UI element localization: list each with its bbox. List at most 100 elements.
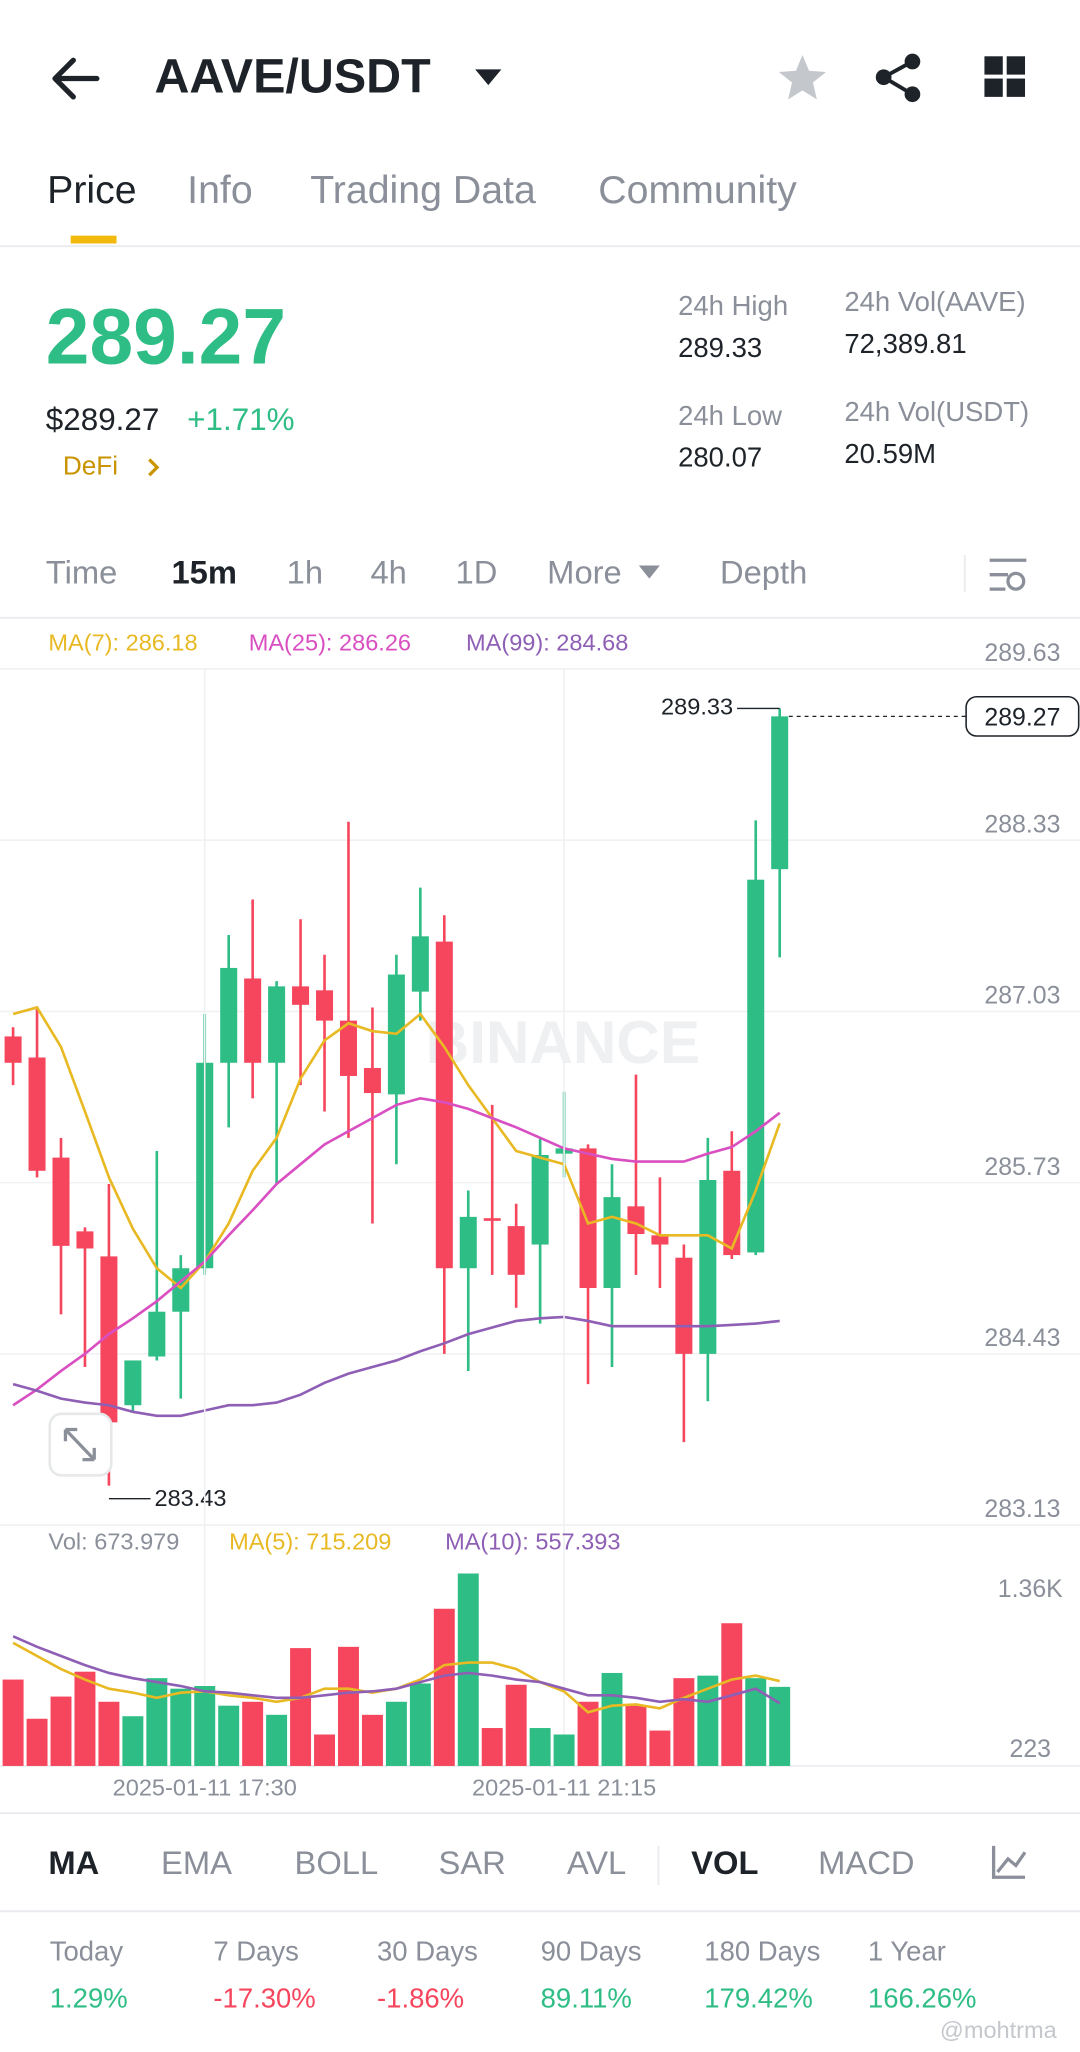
interval[interactable]: Time [46, 553, 118, 590]
tab[interactable]: Info [187, 168, 253, 212]
legend-item: MA(99): 284.68 [466, 629, 628, 655]
volume-bar [553, 1734, 575, 1766]
indicator[interactable]: MA [48, 1844, 99, 1881]
menu-grid[interactable] [984, 56, 1026, 97]
interval[interactable]: 15m [171, 553, 237, 590]
stat-label: 24h Vol(AAVE) [844, 286, 1025, 317]
period-value: -17.30% [213, 1983, 315, 2014]
period-label: 1 Year [868, 1935, 946, 1966]
volume-bar [409, 1683, 431, 1766]
volume-bar [481, 1728, 503, 1766]
volume-bar [697, 1675, 719, 1766]
indicator[interactable]: AVL [567, 1844, 626, 1881]
period-value: 179.42% [704, 1983, 813, 2014]
candle-body [483, 1218, 501, 1221]
indicator[interactable]: MACD [818, 1844, 914, 1881]
candle-body [459, 1216, 477, 1269]
high-label: 289.33 [661, 694, 733, 720]
period-label: 180 Days [704, 1935, 820, 1966]
tab[interactable]: Trading Data [310, 168, 536, 212]
volume-bar [745, 1678, 767, 1766]
candle-body [339, 1020, 357, 1076]
candle-body [651, 1235, 669, 1245]
volume-bar [218, 1705, 240, 1766]
volume-bar [170, 1688, 192, 1766]
candle-body [603, 1197, 621, 1289]
indicator[interactable]: SAR [439, 1844, 506, 1881]
share-button[interactable] [875, 53, 921, 103]
period-label: 30 Days [377, 1935, 478, 1966]
y-tick-label: 1.36K [998, 1575, 1063, 1603]
y-tick-label: 288.33 [984, 810, 1060, 838]
volume-bar [385, 1701, 407, 1766]
candle-body [699, 1179, 717, 1354]
interval[interactable]: 4h [370, 553, 406, 590]
y-tick-label: 283.13 [984, 1495, 1060, 1523]
legend-item: MA(5): 715.209 [229, 1529, 391, 1555]
candle-body [507, 1226, 525, 1275]
low-label: 283.43 [154, 1485, 226, 1511]
stat-value: 289.33 [678, 332, 762, 363]
stat-value: 20.59M [844, 438, 936, 469]
volume-ma-line [12, 1635, 781, 1705]
candle-body [268, 986, 286, 1063]
candle-body [579, 1148, 597, 1289]
legend-item: MA(25): 286.26 [249, 629, 411, 655]
x-tick-label: 2025-01-11 17:30 [113, 1775, 297, 1801]
last-price-box [965, 695, 1080, 737]
legend-item: MA(10): 557.393 [445, 1529, 620, 1555]
period-label: Today [50, 1935, 124, 1966]
indicator[interactable]: VOL [691, 1844, 758, 1881]
back-button[interactable] [52, 57, 100, 100]
candle-body [172, 1268, 190, 1312]
ma-line [12, 1315, 780, 1418]
volume-bar [98, 1701, 120, 1766]
volume-bar [649, 1730, 671, 1766]
candle-body [531, 1154, 549, 1245]
volume-bar [361, 1714, 383, 1766]
indicator[interactable]: EMA [161, 1844, 232, 1881]
volume-bar [433, 1608, 455, 1766]
candle-body [675, 1257, 693, 1354]
volume-bar [2, 1679, 24, 1766]
volume-bar [74, 1671, 96, 1766]
expand-button[interactable] [48, 1412, 113, 1477]
ma-line [12, 1096, 781, 1407]
interval[interactable]: More [547, 553, 622, 590]
volume-bar [338, 1646, 359, 1766]
watermark: BINANCE [426, 1008, 700, 1076]
candle-body [435, 941, 453, 1269]
tab[interactable]: Community [598, 168, 797, 212]
volume-bar [266, 1714, 288, 1766]
credit: @mohtrma [940, 2017, 1058, 2043]
favorite-star[interactable] [778, 54, 827, 100]
candle-body [316, 990, 334, 1021]
volume-bar [26, 1718, 48, 1766]
sector-tag[interactable]: DeFi [63, 450, 118, 480]
candle-body [4, 1036, 22, 1063]
y-tick-label: 287.03 [984, 982, 1060, 1010]
pair-dropdown[interactable] [475, 69, 502, 86]
volume-bar [50, 1696, 72, 1766]
y-tick-label: 289.63 [984, 639, 1060, 667]
interval[interactable]: 1h [287, 553, 323, 590]
stat-value: 280.07 [678, 442, 762, 473]
tab[interactable]: Price [47, 168, 136, 212]
indicator-settings[interactable] [991, 1845, 1027, 1879]
price-change: +1.71% [187, 402, 294, 437]
candle-body [411, 936, 429, 992]
volume-bar [242, 1701, 264, 1766]
interval[interactable]: 1D [456, 553, 498, 590]
chart-settings[interactable] [989, 558, 1027, 591]
period-value: 166.26% [868, 1983, 977, 2014]
volume-bar [146, 1678, 168, 1766]
candle-body [220, 967, 238, 1063]
candle-body [723, 1170, 741, 1256]
candle-body [771, 716, 789, 870]
interval[interactable]: Depth [720, 553, 807, 590]
period-label: 90 Days [541, 1935, 642, 1966]
indicator[interactable]: BOLL [295, 1844, 379, 1881]
pair-title[interactable]: AAVE/USDT [154, 50, 431, 104]
volume-bar [290, 1648, 312, 1766]
